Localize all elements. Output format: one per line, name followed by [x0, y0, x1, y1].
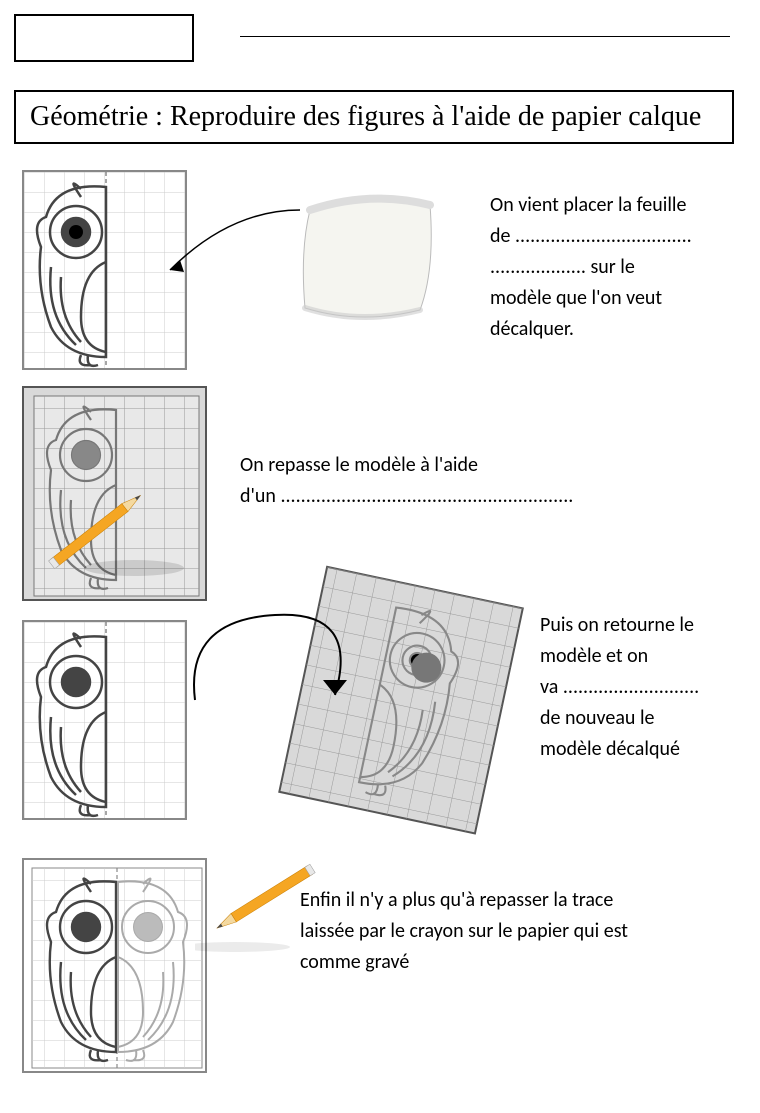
- step1-text: On vient placer la feuille de ..........…: [490, 190, 740, 345]
- step1-line4: modèle que l'on veut: [490, 283, 740, 314]
- arrow-step1: [150, 200, 320, 290]
- step2-owl-illustration: [24, 388, 207, 601]
- step2-line2: d'un ...................................…: [240, 481, 660, 512]
- step3-line3: va ...........................: [540, 672, 750, 703]
- step3-line2: modèle et on: [540, 641, 750, 672]
- step1-line1: On vient placer la feuille: [490, 190, 740, 221]
- step4-line3: comme gravé: [300, 947, 730, 978]
- flip-arrow: [175, 600, 375, 740]
- step4-text: Enfin il n'y a plus qu'à repasser la tra…: [300, 885, 730, 978]
- step3-owl-base: [24, 622, 187, 820]
- step1-line2: de ...................................: [490, 221, 740, 252]
- step4-line1: Enfin il n'y a plus qu'à repasser la tra…: [300, 885, 730, 916]
- step2-grid: [22, 386, 207, 601]
- step1-line3: ................... sur le: [490, 252, 740, 283]
- title-box: Géométrie : Reproduire des figures à l'a…: [14, 90, 734, 144]
- step4-line2: laissée par le crayon sur le papier qui …: [300, 916, 730, 947]
- step4-owl-illustration: [24, 860, 207, 1073]
- step2-line1: On repasse le modèle à l'aide: [240, 450, 660, 481]
- step3-line5: modèle décalqué: [540, 734, 750, 765]
- step4-grid: [22, 858, 207, 1073]
- name-field-box: [14, 14, 194, 62]
- page-title: Géométrie : Reproduire des figures à l'a…: [30, 100, 718, 134]
- step3-line1: Puis on retourne le: [540, 610, 750, 641]
- step3-line4: de nouveau le: [540, 703, 750, 734]
- step1-line5: décalquer.: [490, 314, 740, 345]
- step3-text: Puis on retourne le modèle et on va ....…: [540, 610, 750, 765]
- step3-grid: [22, 620, 187, 820]
- step2-text: On repasse le modèle à l'aide d'un .....…: [240, 450, 660, 512]
- header-rule: [240, 36, 730, 37]
